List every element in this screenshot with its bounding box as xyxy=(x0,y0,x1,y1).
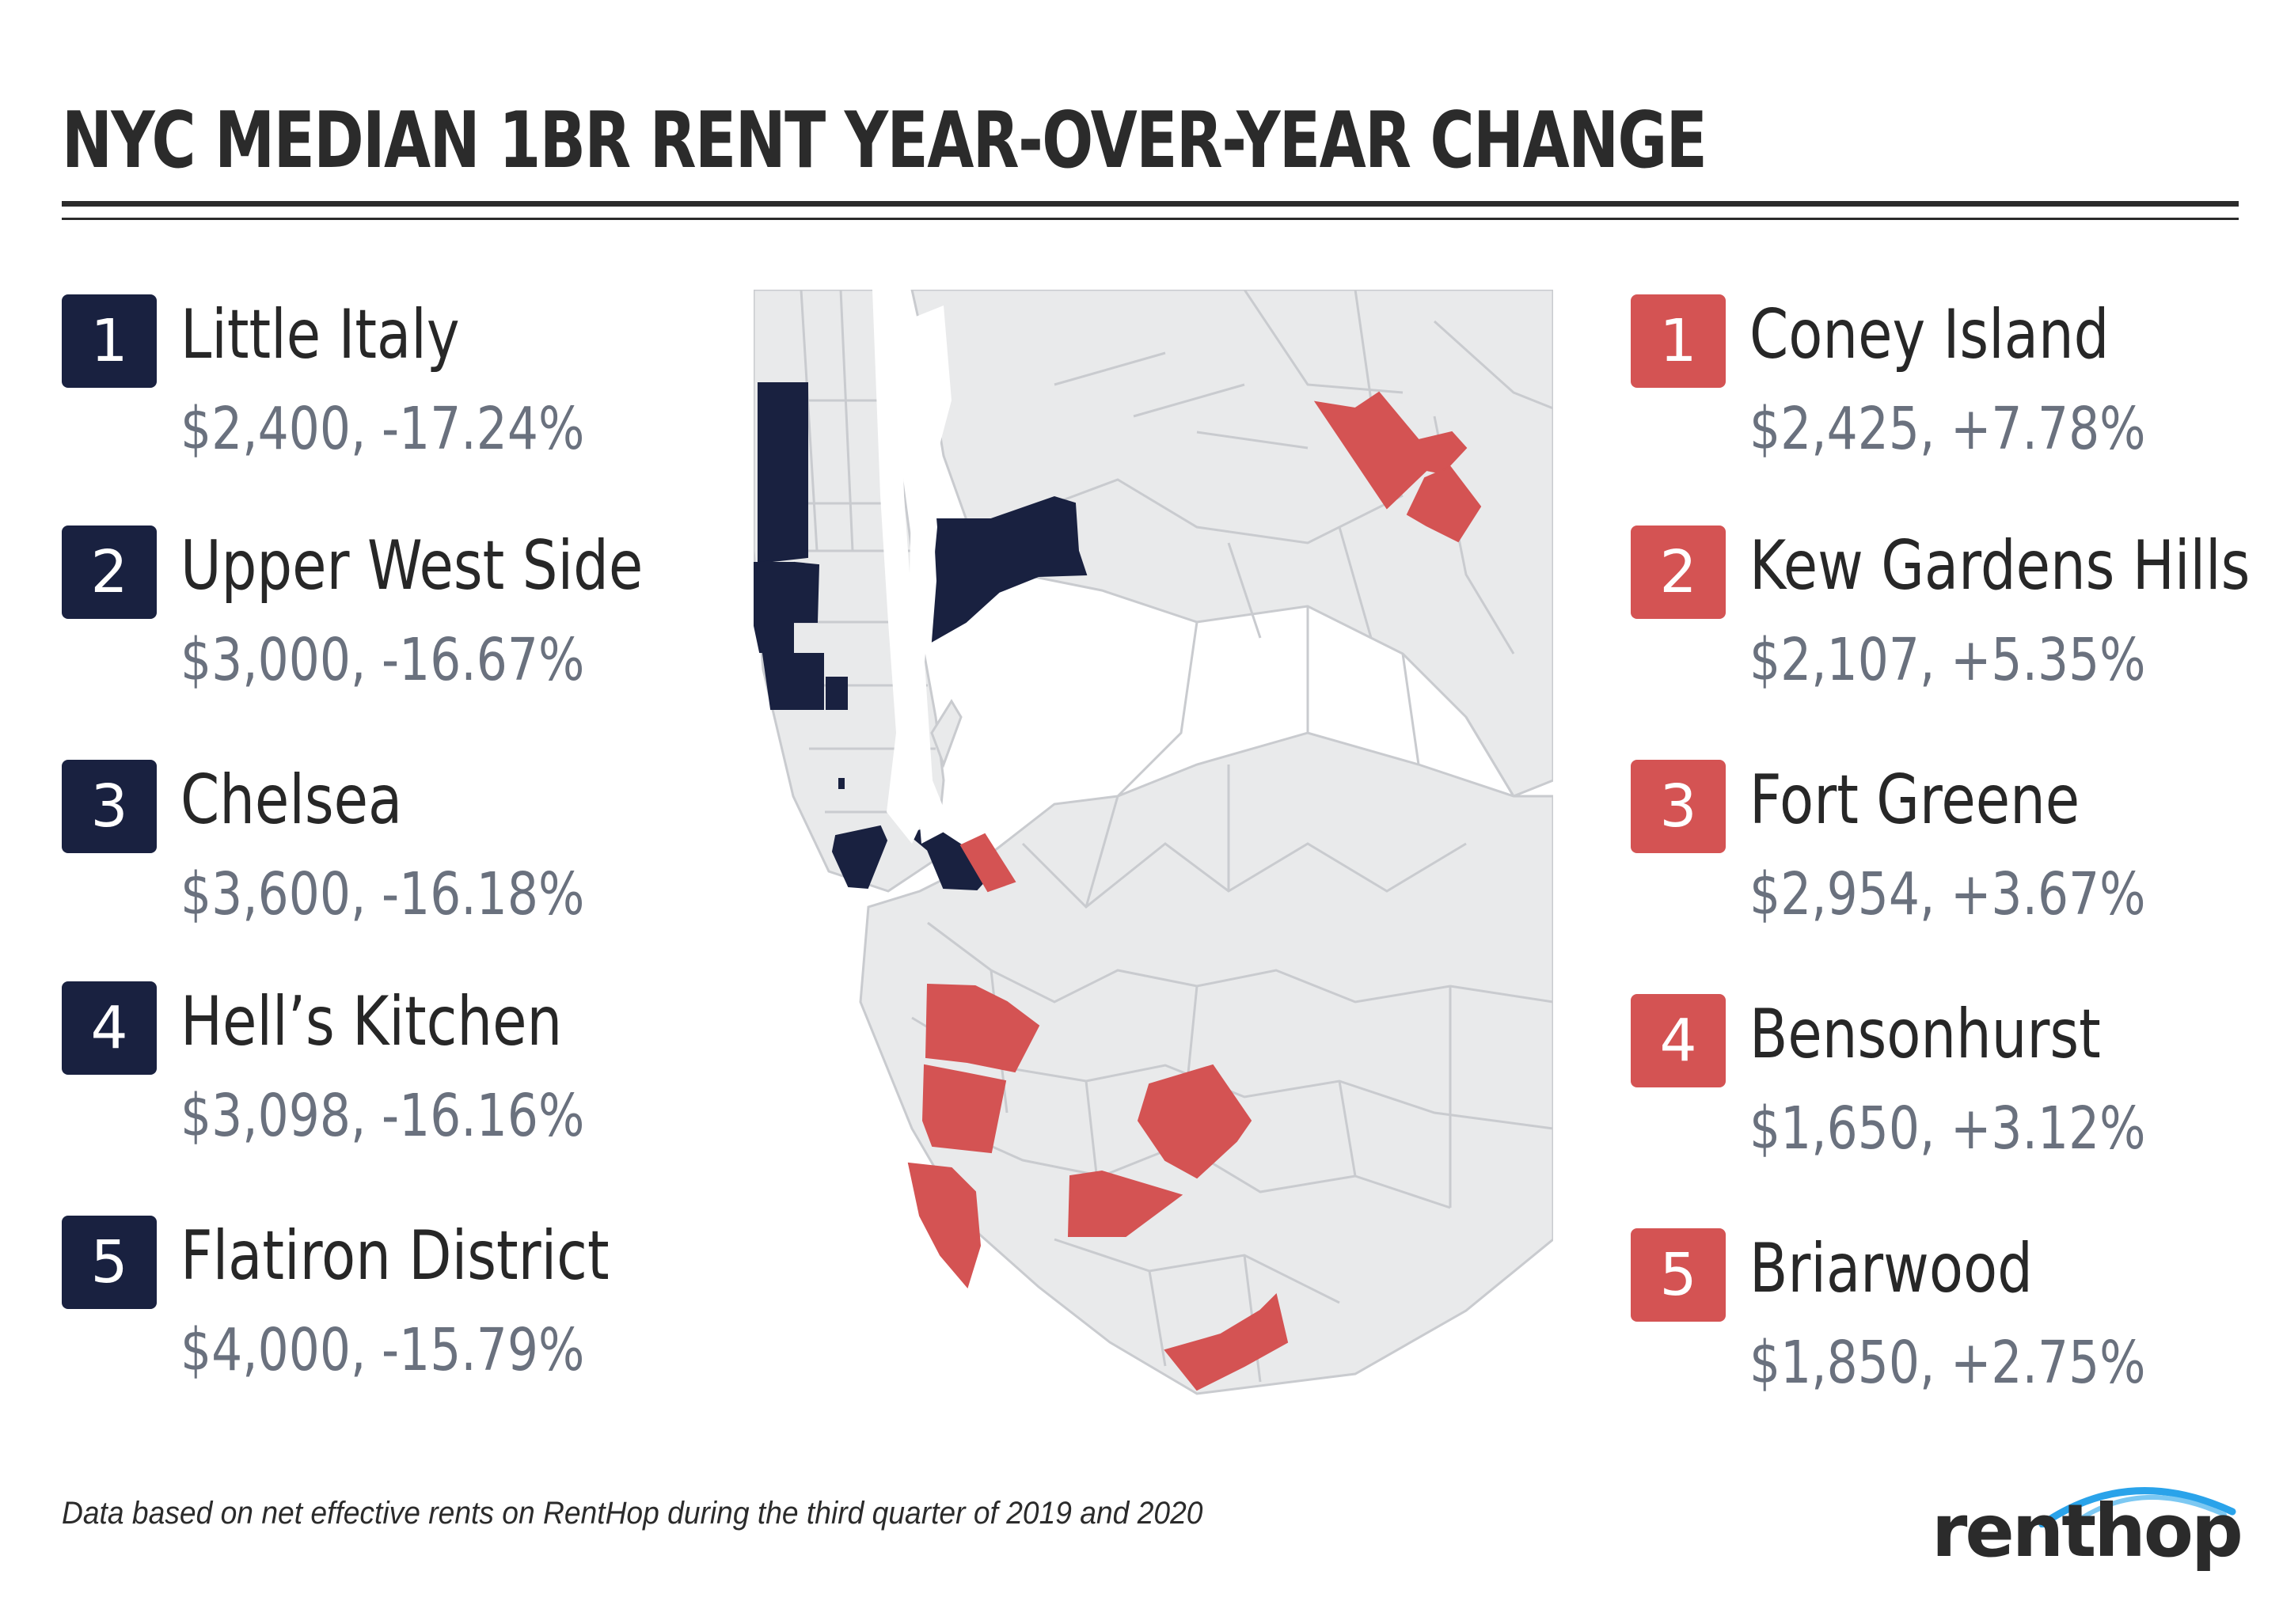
map-region-bronx-highlight xyxy=(931,495,1088,643)
border-line xyxy=(777,620,940,814)
decrease-rank-item: 1 Little Italy $2,400, -17.24% xyxy=(62,294,758,500)
border-line xyxy=(990,415,1515,655)
rent-change-stat: $3,600, -16.18% xyxy=(180,860,585,928)
neighborhood-name: Briarwood xyxy=(1749,1229,2033,1308)
decrease-rank-item: 2 Upper West Side $3,000, -16.67% xyxy=(62,526,758,731)
rank-badge: 4 xyxy=(1631,994,1726,1087)
rent-change-stat: $3,000, -16.67% xyxy=(180,626,585,694)
map-region-fort-greene xyxy=(959,833,1016,893)
map-region-coney-island xyxy=(1067,1170,1183,1237)
neighborhood-name: Kew Gardens Hills xyxy=(1749,526,2251,605)
border-line xyxy=(1054,290,1553,450)
map-region-flatiron xyxy=(826,677,848,710)
water-channels xyxy=(872,290,952,844)
neighborhood-name: Bensonhurst xyxy=(1749,995,2101,1074)
map-region-chelsea xyxy=(762,653,824,710)
increase-rank-item: 3 Fort Greene $2,954, +3.67% xyxy=(1631,760,2283,966)
map-region-kew-gardens-hills xyxy=(1313,391,1468,510)
rent-change-stat: $1,650, +3.12% xyxy=(1749,1095,2146,1163)
rent-change-stat: $2,954, +3.67% xyxy=(1749,860,2146,928)
title-divider-thin xyxy=(62,218,2239,220)
neighborhood-name: Hell’s Kitchen xyxy=(180,982,563,1061)
rank-badge: 5 xyxy=(1631,1228,1726,1322)
decrease-rank-item: 4 Hell’s Kitchen $3,098, -16.16% xyxy=(62,981,758,1187)
logo-wordmark: renthop xyxy=(1932,1489,2243,1573)
rent-change-stat: $1,850, +2.75% xyxy=(1749,1329,2146,1397)
map-region-lower-manhattan xyxy=(831,825,888,890)
increase-rank-item: 2 Kew Gardens Hills $2,107, +5.35% xyxy=(1631,526,2283,731)
rank-badge: 1 xyxy=(1631,294,1726,388)
neighborhood-name: Chelsea xyxy=(180,761,403,840)
map-region-briarwood xyxy=(1406,465,1482,543)
neighborhood-name: Upper West Side xyxy=(180,526,644,605)
rank-badge: 3 xyxy=(62,760,157,853)
rank-badge: 1 xyxy=(62,294,157,388)
decrease-rank-item: 5 Flatiron District $4,000, -15.79% xyxy=(62,1216,758,1421)
nyc-neighborhood-map xyxy=(754,290,1553,1395)
data-source-footnote: Data based on net effective rents on Ren… xyxy=(62,1496,1203,1531)
title-divider-thick xyxy=(62,201,2239,207)
increase-neighborhoods xyxy=(907,391,1482,1391)
map-region-bensonhurst-mid xyxy=(921,1064,1007,1154)
rank-badge: 4 xyxy=(62,981,157,1075)
border-line xyxy=(769,290,912,552)
rent-change-stat: $2,425, +7.78% xyxy=(1749,395,2146,463)
rent-change-stat: $3,098, -16.16% xyxy=(180,1082,585,1150)
map-region-bensonhurst-south xyxy=(907,1162,982,1289)
brooklyn-queens-landmass xyxy=(859,731,1553,1395)
rank-badge: 2 xyxy=(62,526,157,619)
map-region-chelsea-east xyxy=(794,561,820,623)
map-region-little-italy xyxy=(838,778,845,789)
arc-icon xyxy=(2038,1487,2236,1527)
rank-badge: 3 xyxy=(1631,760,1726,853)
east-river xyxy=(904,305,952,844)
rank-badge: 2 xyxy=(1631,526,1726,619)
neighborhood-name: Flatiron District xyxy=(180,1216,610,1296)
map-region-hells-kitchen xyxy=(754,562,794,653)
border-line xyxy=(1116,606,1515,798)
border-line xyxy=(1021,765,1467,909)
rank-badge: 5 xyxy=(62,1216,157,1309)
roosevelt-island xyxy=(930,699,963,768)
decrease-rank-item: 3 Chelsea $3,600, -16.18% xyxy=(62,760,758,966)
map-region-upper-west-side xyxy=(758,382,808,564)
rent-change-stat: $2,107, +5.35% xyxy=(1749,626,2146,694)
map-region-brooklyn-east xyxy=(1137,1064,1252,1179)
map-region-southeast xyxy=(1164,1293,1289,1391)
neighborhood-name: Fort Greene xyxy=(1749,761,2080,840)
map-region-bensonhurst-north xyxy=(925,983,1040,1073)
renthop-logo: renthop xyxy=(1932,1472,2243,1583)
neighborhood-name: Little Italy xyxy=(180,295,460,374)
increase-rank-item: 4 Bensonhurst $1,650, +3.12% xyxy=(1631,994,2283,1200)
neighborhood-name: Coney Island xyxy=(1749,295,2110,374)
rent-change-stat: $2,400, -17.24% xyxy=(180,395,585,463)
rent-change-stat: $4,000, -15.79% xyxy=(180,1316,585,1384)
increase-rank-item: 5 Briarwood $1,850, +2.75% xyxy=(1631,1228,2283,1434)
decrease-neighborhoods xyxy=(754,382,1088,891)
page-title: NYC MEDIAN 1BR RENT YEAR-OVER-YEAR CHANG… xyxy=(62,96,1708,186)
increase-rank-item: 1 Coney Island $2,425, +7.78% xyxy=(1631,294,2283,500)
